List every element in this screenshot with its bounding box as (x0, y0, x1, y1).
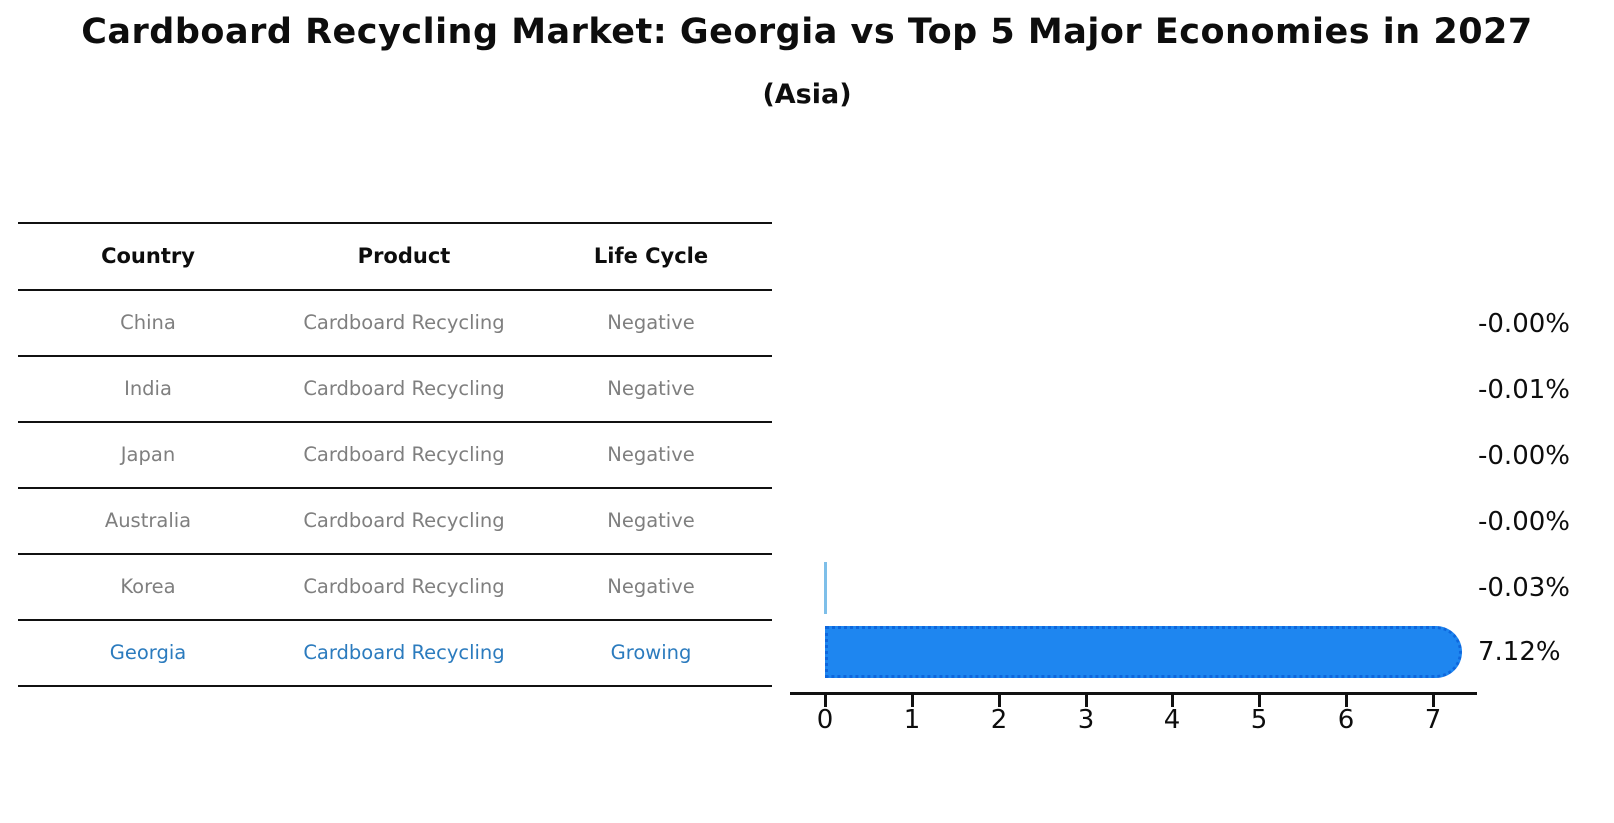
x-tick-label: 4 (1163, 705, 1181, 735)
cell-product: Cardboard Recycling (303, 443, 505, 466)
cell-country: China (120, 311, 176, 334)
cell-life-cycle: Negative (607, 377, 695, 400)
cell-product: Cardboard Recycling (303, 311, 505, 334)
x-tick-label: 5 (1250, 705, 1268, 735)
table-row-china: China Cardboard Recycling Negative (18, 291, 772, 357)
value-label-korea: -0.03% (1478, 573, 1570, 603)
table-header-row: Country Product Life Cycle (18, 224, 772, 291)
x-tick-mark (1085, 695, 1088, 707)
cell-country: Australia (104, 509, 192, 532)
table-row-australia: Australia Cardboard Recycling Negative (18, 489, 772, 555)
cell-product: Cardboard Recycling (303, 509, 505, 532)
value-label-japan: -0.00% (1478, 441, 1570, 471)
cell-product: Cardboard Recycling (303, 575, 505, 598)
x-tick-label: 3 (1077, 705, 1095, 735)
bar-korea (824, 562, 827, 614)
value-label-india: -0.01% (1478, 375, 1570, 405)
column-header-country: Country (101, 244, 195, 269)
value-label-australia: -0.00% (1478, 507, 1570, 537)
x-tick-mark (1258, 695, 1261, 707)
table-row-korea: Korea Cardboard Recycling Negative (18, 555, 772, 621)
cell-country: India (124, 377, 172, 400)
cell-country: Korea (120, 575, 176, 598)
cell-country: Japan (120, 443, 176, 466)
bar-georgia (825, 626, 1462, 678)
cell-life-cycle: Negative (607, 311, 695, 334)
cell-product: Cardboard Recycling (303, 377, 505, 400)
value-label-china: -0.00% (1478, 309, 1570, 339)
x-tick-label: 2 (990, 705, 1008, 735)
x-tick-mark (1171, 695, 1174, 707)
x-tick-label: 0 (816, 705, 834, 735)
cell-life-cycle: Negative (607, 509, 695, 532)
country-table: Country Product Life Cycle China Cardboa… (18, 222, 772, 687)
x-tick-mark (1432, 695, 1435, 707)
x-tick-label: 6 (1337, 705, 1355, 735)
x-tick-label: 7 (1424, 705, 1442, 735)
column-header-life-cycle: Life Cycle (593, 244, 709, 269)
x-tick-mark (998, 695, 1001, 707)
value-label-georgia: 7.12% (1478, 637, 1561, 667)
cell-product: Cardboard Recycling (303, 641, 505, 664)
chart-subtitle: (Asia) (762, 79, 852, 110)
table-row-india: India Cardboard Recycling Negative (18, 357, 772, 423)
x-tick-label: 1 (903, 705, 921, 735)
table-row-georgia: Georgia Cardboard Recycling Growing (18, 621, 772, 687)
table-row-japan: Japan Cardboard Recycling Negative (18, 423, 772, 489)
x-tick-mark (911, 695, 914, 707)
chart-title: Cardboard Recycling Market: Georgia vs T… (81, 12, 1533, 52)
x-axis-line (790, 692, 1477, 695)
column-header-product: Product (357, 244, 451, 269)
cell-life-cycle: Growing (610, 641, 692, 664)
cell-life-cycle: Negative (607, 443, 695, 466)
x-tick-mark (824, 695, 827, 707)
cell-life-cycle: Negative (607, 575, 695, 598)
cell-country: Georgia (109, 641, 187, 664)
x-tick-mark (1345, 695, 1348, 707)
